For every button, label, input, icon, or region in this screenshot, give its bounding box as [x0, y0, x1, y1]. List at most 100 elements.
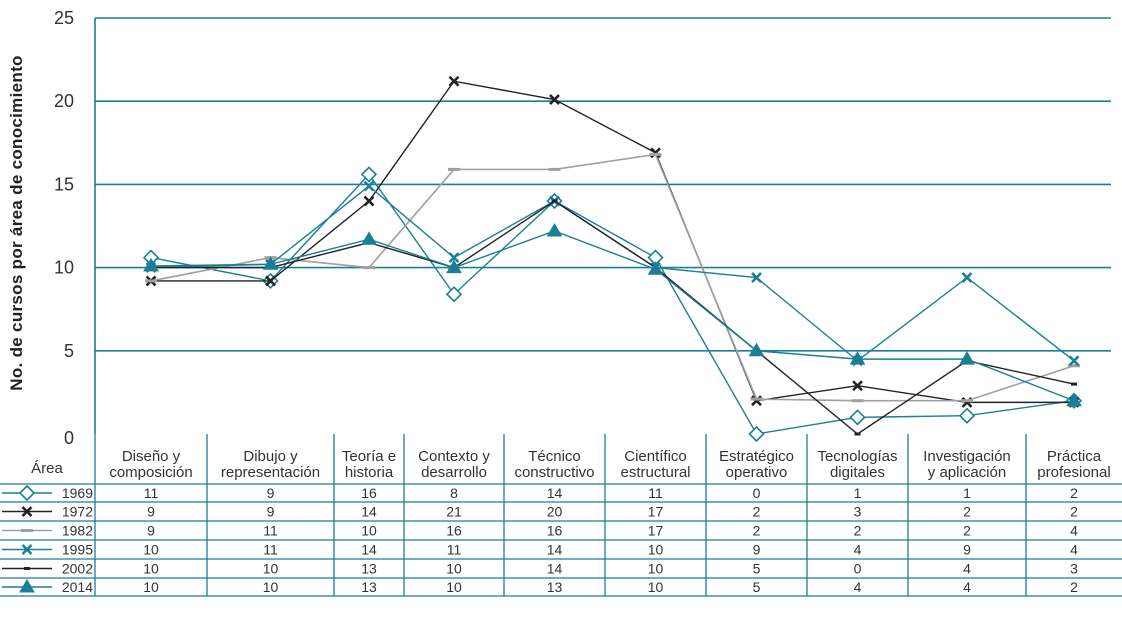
marker-x	[21, 506, 33, 517]
table-cell: 2	[963, 523, 971, 539]
marker-diamond	[748, 425, 765, 443]
table-row	[2, 506, 52, 517]
marker-triangle	[748, 342, 765, 357]
series-line	[150, 153, 1075, 402]
table-cell: 10	[263, 561, 279, 577]
table-cell: 14	[361, 542, 377, 558]
table-cell: 9	[267, 504, 275, 520]
category-label: Técnico	[528, 448, 581, 465]
data-table	[0, 434, 1122, 597]
marker-x	[265, 275, 276, 287]
table-row	[2, 579, 52, 593]
marker-x	[363, 195, 375, 207]
category-label: Práctica	[1047, 448, 1102, 465]
category-label: constructivo	[514, 464, 594, 481]
table-cell: 10	[143, 561, 159, 577]
series-1982	[145, 152, 1080, 403]
marker-x-stroke	[265, 275, 276, 287]
category-label: operativo	[726, 464, 788, 481]
table-cell: 3	[854, 504, 862, 520]
marker-x	[21, 544, 33, 555]
table-cell: 0	[854, 561, 862, 577]
category-label: historia	[345, 464, 394, 481]
table-cell: 9	[147, 523, 155, 539]
category-label: representación	[221, 464, 320, 481]
marker-x	[852, 380, 863, 392]
series-line	[150, 185, 1075, 362]
table-cell: 21	[446, 504, 462, 520]
table-cell: 9	[963, 542, 971, 558]
marker-triangle	[361, 231, 377, 245]
series-line	[150, 230, 1075, 402]
marker-triangle	[647, 261, 664, 275]
marker-x	[363, 180, 375, 192]
table-cell: 10	[648, 542, 664, 558]
table-cell: 14	[547, 561, 563, 577]
category-label: Dibujo y	[243, 448, 298, 465]
marker-diamond	[445, 286, 463, 303]
table-cell: 10	[143, 542, 159, 558]
table-cell: 4	[963, 561, 971, 577]
series-2002	[148, 199, 1077, 436]
marker-diamond	[360, 166, 378, 183]
marker-x-stroke	[549, 94, 560, 105]
table-cell: 16	[547, 523, 563, 539]
series-line	[150, 173, 1075, 435]
marker-x-stroke	[21, 544, 33, 555]
marker-triangle	[546, 222, 563, 237]
category-label: desarrollo	[421, 464, 487, 481]
table-row	[2, 544, 52, 555]
marker-x-stroke	[961, 272, 973, 284]
marker-x-stroke	[21, 506, 33, 517]
marker-triangle	[19, 579, 35, 593]
table-cell: 14	[547, 485, 563, 501]
table-cell: 4	[1070, 523, 1078, 539]
table-cell: 2	[753, 504, 761, 520]
table-cell: 10	[263, 579, 279, 595]
table-cell: 2	[1070, 579, 1078, 595]
y-tick-label: 20	[54, 91, 74, 111]
table-cell: 11	[263, 523, 278, 539]
category-label: Teoría e	[342, 448, 396, 465]
table-cell: 2	[753, 523, 761, 539]
y-axis-label: No. de cursos por área de conocimiento	[7, 55, 26, 391]
table-cell: 13	[361, 561, 377, 577]
table-cell: 2	[1070, 504, 1078, 520]
y-tick-label: 5	[64, 341, 74, 361]
series-line	[151, 80, 1074, 404]
legend-year: 2014	[62, 579, 93, 595]
series-2014	[143, 222, 1082, 407]
category-label: Estratégico	[719, 448, 794, 465]
marker-x	[961, 272, 973, 284]
marker-triangle	[446, 259, 462, 274]
table-cell: 11	[447, 542, 462, 558]
legend-year: 1995	[62, 542, 93, 558]
table-cell: 10	[648, 579, 664, 595]
table-cell: 8	[450, 485, 458, 501]
table-cell: 20	[547, 504, 563, 520]
table-cell: 13	[547, 579, 563, 595]
series-1995	[145, 180, 1080, 367]
marker-triangle	[1066, 392, 1082, 407]
series-line	[151, 200, 1075, 435]
table-cell: 11	[263, 542, 278, 558]
legend-year: 1982	[62, 523, 93, 539]
table-cell: 2	[854, 523, 862, 539]
legend-year: 1969	[62, 485, 93, 501]
legend-year: 1972	[62, 504, 93, 520]
marker-x-stroke	[448, 75, 460, 87]
table-cell: 10	[446, 579, 462, 595]
table-cell: 5	[753, 561, 761, 577]
marker-x	[751, 272, 762, 284]
table-cell: 10	[648, 561, 664, 577]
category-label: composición	[109, 464, 192, 481]
marker-x	[1068, 355, 1080, 367]
table-cell: 14	[361, 504, 377, 520]
table-cell: 1	[963, 485, 971, 501]
marker-x-stroke	[363, 180, 375, 192]
category-label: digitales	[830, 464, 885, 481]
series-1969	[142, 166, 1083, 443]
table-cell: 1	[854, 485, 862, 501]
marker-triangle	[849, 351, 866, 365]
